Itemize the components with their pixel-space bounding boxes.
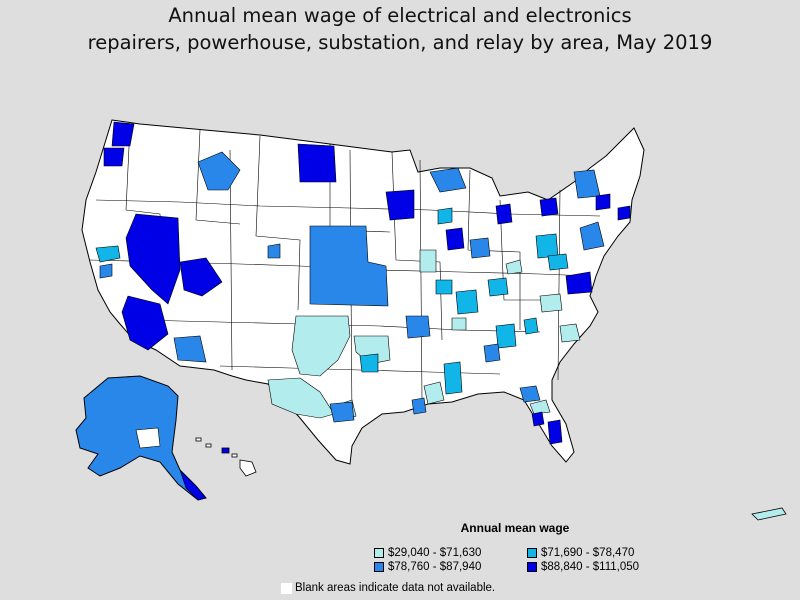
blank-areas-note: Blank areas indicate data not available. [281,582,495,594]
legend-label-tier1: $29,040 - $71,630 [388,547,482,559]
blank-swatch [281,582,292,594]
tier2-areas [95,207,569,395]
legend-swatch-tier4 [527,562,537,572]
legend-item-tier4: $88,840 - $111,050 [527,561,639,573]
legend-label-tier2: $71,690 - $78,470 [541,547,635,559]
legend-item-tier3: $78,760 - $87,940 [374,561,481,573]
legend-swatch-tier1 [374,548,384,558]
map-title-line2: repairers, powerhouse, substation, and r… [87,31,713,54]
legend-label-tier4: $88,840 - $111,050 [541,561,640,573]
legend-swatch-tier3 [374,562,384,572]
map-title: Annual mean wage of electrical and elect… [0,2,800,56]
blank-areas-note-text: Blank areas indicate data not available. [295,582,496,594]
tier4-areas [103,121,631,445]
tier3-areas [99,151,605,423]
puerto-rico-shape [751,507,787,521]
legend-label-tier3: $78,760 - $87,940 [388,561,482,573]
hawaii-shape [195,437,257,477]
alaska-blank-area [135,427,161,449]
alaska-southeast-area [179,469,207,501]
legend-title: Annual mean wage [460,521,570,535]
map-title-line1: Annual mean wage of electrical and elect… [168,4,632,27]
legend-swatch-tier2 [527,548,537,558]
legend-item-tier2: $71,690 - $78,470 [527,547,634,559]
legend-item-tier1: $29,040 - $71,630 [374,547,481,559]
